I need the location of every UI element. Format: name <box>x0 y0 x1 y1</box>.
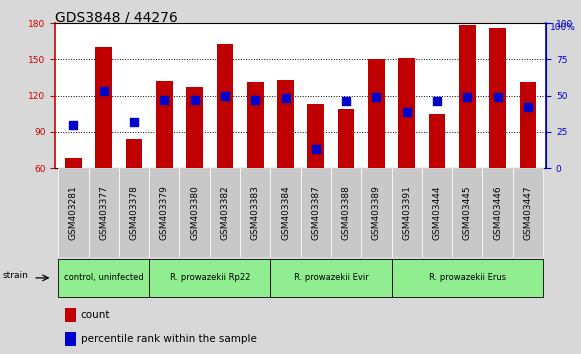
Bar <box>399 58 415 168</box>
Bar <box>513 168 543 257</box>
Bar <box>307 104 324 168</box>
Text: GDS3848 / 44276: GDS3848 / 44276 <box>55 11 178 25</box>
Text: GSM403447: GSM403447 <box>523 185 532 240</box>
Bar <box>392 259 543 297</box>
Text: strain: strain <box>3 271 28 280</box>
Point <box>99 88 108 94</box>
Point <box>220 93 229 98</box>
Bar <box>125 139 142 168</box>
Text: GSM403446: GSM403446 <box>493 185 502 240</box>
Text: GSM403281: GSM403281 <box>69 185 78 240</box>
Text: GSM403387: GSM403387 <box>311 185 320 240</box>
Bar <box>361 168 392 257</box>
Bar <box>452 168 482 257</box>
Bar <box>489 28 506 168</box>
Text: GSM403380: GSM403380 <box>190 185 199 240</box>
Bar <box>65 308 76 322</box>
Bar <box>119 168 149 257</box>
Text: R. prowazekii Evir: R. prowazekii Evir <box>293 273 368 282</box>
Bar <box>482 168 513 257</box>
Bar <box>240 168 270 257</box>
Bar <box>301 168 331 257</box>
Text: GSM403384: GSM403384 <box>281 185 290 240</box>
Bar <box>217 44 233 168</box>
Bar <box>210 168 240 257</box>
Text: GSM403382: GSM403382 <box>220 185 229 240</box>
Bar <box>277 80 294 168</box>
Point <box>69 122 78 127</box>
Text: GSM403377: GSM403377 <box>99 185 108 240</box>
Bar <box>392 168 422 257</box>
Point <box>372 94 381 100</box>
Point <box>342 98 351 104</box>
Bar <box>149 168 180 257</box>
Bar <box>65 159 82 168</box>
Point <box>311 147 321 152</box>
Text: control, uninfected: control, uninfected <box>64 273 144 282</box>
Point <box>523 104 533 110</box>
Bar <box>429 114 446 168</box>
Text: GSM403445: GSM403445 <box>463 185 472 240</box>
Text: GSM403379: GSM403379 <box>160 185 169 240</box>
Bar <box>519 82 536 168</box>
Bar <box>187 87 203 168</box>
Bar <box>270 259 392 297</box>
Bar <box>180 168 210 257</box>
Point <box>402 109 411 114</box>
Text: GSM403444: GSM403444 <box>432 185 442 240</box>
Bar <box>459 25 476 168</box>
Text: percentile rank within the sample: percentile rank within the sample <box>81 333 257 344</box>
Point <box>190 97 199 103</box>
Point <box>493 94 503 100</box>
Bar <box>88 168 119 257</box>
Point <box>432 98 442 104</box>
Text: R. prowazekii Rp22: R. prowazekii Rp22 <box>170 273 250 282</box>
Point <box>462 94 472 100</box>
Point <box>130 119 139 125</box>
Text: GSM403389: GSM403389 <box>372 185 381 240</box>
Point <box>281 96 290 101</box>
Bar <box>368 59 385 168</box>
Point <box>250 97 260 103</box>
Bar <box>338 109 354 168</box>
Bar <box>95 47 112 168</box>
Point <box>160 97 169 103</box>
Bar <box>247 82 264 168</box>
Bar <box>58 168 88 257</box>
Bar <box>270 168 301 257</box>
Text: 100%: 100% <box>550 23 576 32</box>
Bar <box>149 259 270 297</box>
Bar <box>65 332 76 346</box>
Text: GSM403383: GSM403383 <box>251 185 260 240</box>
Bar <box>156 81 173 168</box>
Text: GSM403378: GSM403378 <box>130 185 138 240</box>
Bar <box>58 259 149 297</box>
Text: GSM403391: GSM403391 <box>402 185 411 240</box>
Text: GSM403388: GSM403388 <box>342 185 350 240</box>
Bar <box>331 168 361 257</box>
Bar <box>422 168 452 257</box>
Text: R. prowazekii Erus: R. prowazekii Erus <box>429 273 506 282</box>
Text: count: count <box>81 310 110 320</box>
